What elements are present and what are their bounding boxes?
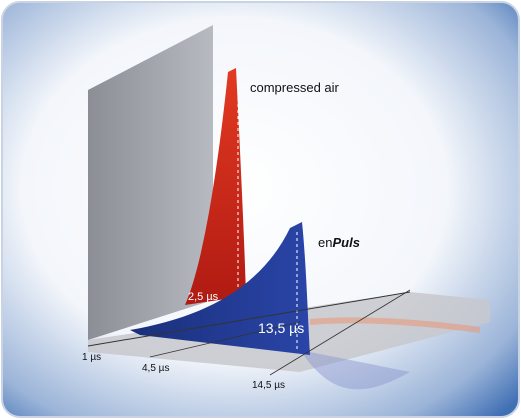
label-enpuls-prefix: en — [318, 235, 332, 250]
tick-label: 1 µs — [82, 352, 101, 363]
label-enpuls-emphasis: Puls — [332, 235, 359, 250]
label-compressed-air: compressed air — [250, 80, 340, 95]
tick-label: 4,5 µs — [142, 363, 169, 374]
tick-label: 14,5 µs — [252, 380, 285, 391]
illustration: compressed air enPuls 2,5 µs 13,5 µs 1 µ… — [0, 0, 521, 419]
blue-duration: 13,5 µs — [258, 320, 304, 336]
page: compressed air enPuls 2,5 µs 13,5 µs 1 µ… — [0, 0, 521, 419]
red-duration: 2,5 µs — [188, 291, 219, 303]
label-enpuls: enPuls — [318, 235, 360, 250]
